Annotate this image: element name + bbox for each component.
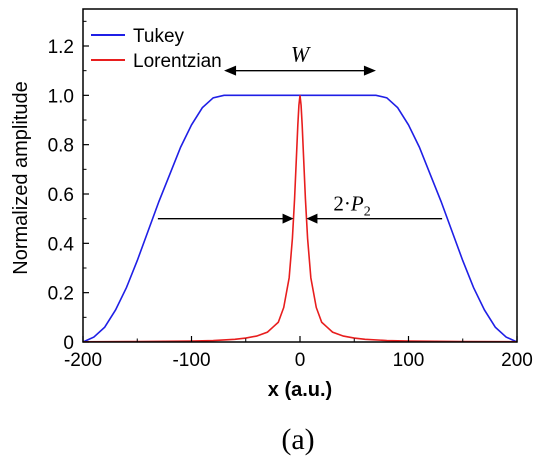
panel-label: (a) [281, 423, 314, 456]
y-tick-label: 0 [63, 333, 74, 354]
x-axis-title: x (a.u.) [268, 379, 332, 401]
series-line-lorentzian [82, 95, 518, 343]
x-tick-label: -100 [172, 350, 210, 371]
width-arrow-right-head [363, 65, 376, 76]
legend-label-lorentzian: Lorentzian [133, 51, 222, 72]
x-tick-label: 100 [393, 350, 425, 371]
legend: Tukey Lorentzian [91, 26, 222, 72]
x-tick-label: 200 [501, 350, 533, 371]
x-tick-label: 0 [295, 350, 306, 371]
fwhm-arrow-right-head [306, 213, 318, 224]
fwhm-annotation-label: 2·P2 [333, 192, 370, 220]
y-tick-label: 1.2 [48, 37, 74, 58]
y-tick-label: 1.0 [48, 86, 74, 107]
y-axis-title: Normalized amplitude [10, 81, 32, 274]
fwhm-prefix: 2· [333, 192, 351, 216]
series-line-tukey [82, 94, 518, 343]
y-tick-label: 0.8 [48, 136, 74, 157]
fwhm-symbol: P [350, 192, 364, 216]
y-tick-label: 0.6 [48, 185, 74, 206]
width-annotation-label: W [291, 42, 311, 67]
fwhm-subscript: 2 [364, 205, 371, 220]
legend-label-tukey: Tukey [133, 26, 185, 47]
fwhm-arrow-left-head [282, 213, 294, 224]
y-tick-label: 0.2 [48, 284, 74, 305]
width-arrow-left-head [224, 65, 237, 76]
x-tick-label: -200 [64, 350, 102, 371]
y-tick-label: 0.4 [48, 234, 75, 255]
